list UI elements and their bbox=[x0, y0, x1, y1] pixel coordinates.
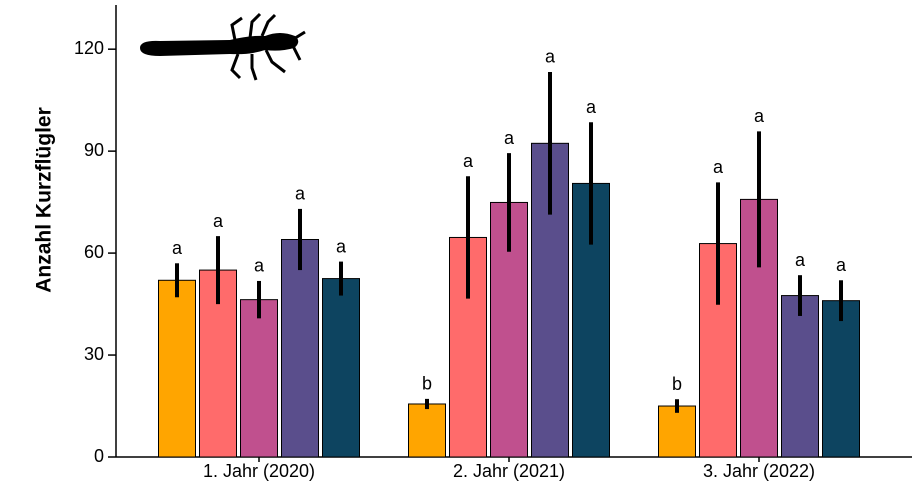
y-axis-label: Anzahl Kurzflügler bbox=[33, 107, 56, 293]
significance-letter: a bbox=[463, 151, 474, 171]
bar bbox=[658, 405, 696, 458]
y-tick-label: 120 bbox=[74, 38, 104, 58]
x-tick-label: 1. Jahr (2020) bbox=[203, 461, 315, 481]
y-tick-label: 90 bbox=[84, 140, 104, 160]
bar bbox=[822, 300, 860, 458]
significance-letter: a bbox=[172, 238, 183, 258]
bar bbox=[281, 238, 319, 458]
significance-letter: a bbox=[254, 256, 265, 276]
beetle-icon bbox=[140, 12, 306, 81]
significance-letter: a bbox=[713, 157, 724, 177]
significance-letter: b bbox=[422, 374, 432, 394]
significance-letter: a bbox=[336, 236, 347, 256]
significance-letter: a bbox=[213, 211, 224, 231]
significance-letter: b bbox=[672, 374, 682, 394]
significance-letter: a bbox=[586, 97, 597, 117]
x-tick-label: 3. Jahr (2022) bbox=[703, 461, 815, 481]
significance-letter: a bbox=[795, 250, 806, 270]
bar bbox=[158, 279, 196, 458]
significance-letter: a bbox=[836, 255, 847, 275]
significance-letter: a bbox=[504, 128, 515, 148]
y-tick-label: 30 bbox=[84, 344, 104, 364]
bar bbox=[240, 299, 278, 458]
significance-letter: a bbox=[295, 184, 306, 204]
significance-letter: a bbox=[754, 106, 765, 126]
significance-letter: a bbox=[545, 47, 556, 67]
bar bbox=[408, 403, 446, 458]
bar bbox=[490, 201, 528, 458]
bar bbox=[322, 278, 360, 458]
x-tick-label: 2. Jahr (2021) bbox=[453, 461, 565, 481]
y-tick-label: 0 bbox=[94, 446, 104, 466]
y-tick-label: 60 bbox=[84, 242, 104, 262]
bar bbox=[781, 295, 819, 458]
